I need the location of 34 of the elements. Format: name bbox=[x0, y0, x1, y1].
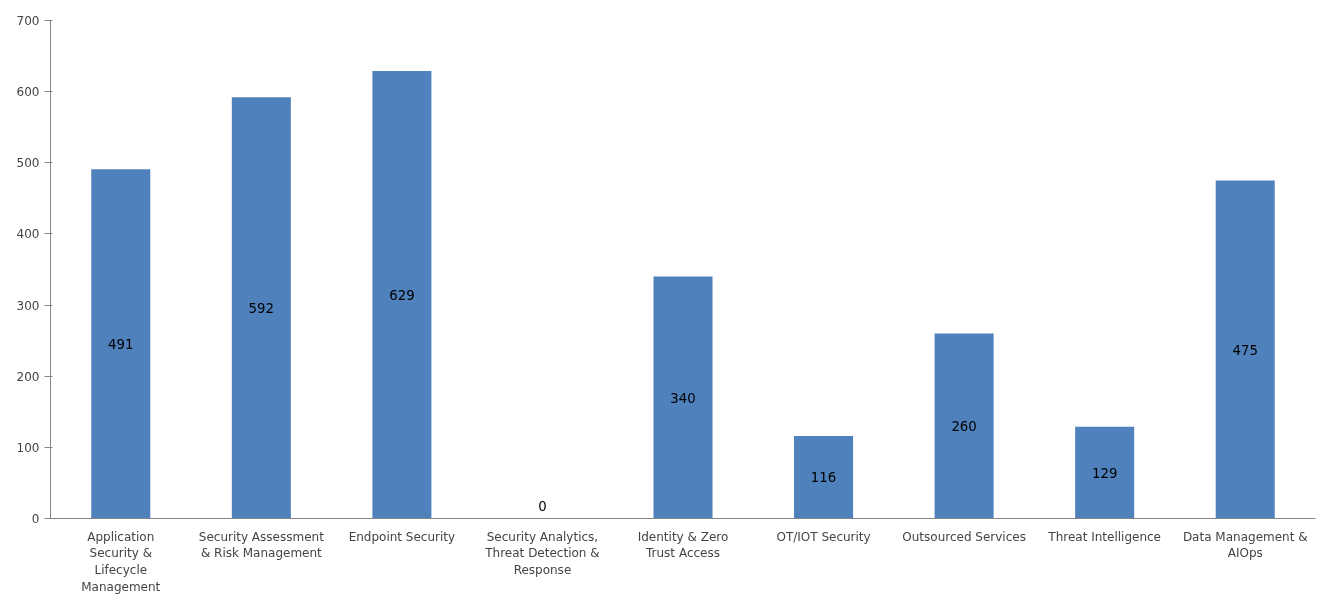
bar bbox=[372, 71, 432, 519]
data-label: 0 bbox=[538, 498, 547, 514]
x-tick-label: Security Assessment & Risk Management bbox=[198, 529, 325, 561]
data-label: 592 bbox=[248, 300, 275, 316]
data-label: 491 bbox=[108, 336, 134, 352]
x-tick-label: Endpoint Security bbox=[348, 529, 456, 544]
data-label: 629 bbox=[389, 287, 415, 303]
y-tick-label: 100 bbox=[16, 440, 40, 455]
y-tick-label: 700 bbox=[16, 14, 40, 28]
data-label: 129 bbox=[1091, 465, 1118, 481]
bar bbox=[91, 169, 151, 519]
bar bbox=[1215, 180, 1275, 519]
x-tick-label: Data Management & AIOps bbox=[1182, 529, 1308, 561]
x-tick-label: Security Analytics, Threat Detection & Response bbox=[484, 529, 600, 578]
y-tick-label: 300 bbox=[16, 298, 40, 313]
bar bbox=[653, 276, 713, 519]
data-label: 260 bbox=[951, 419, 977, 435]
data-label: 475 bbox=[1232, 342, 1258, 358]
x-tick-label: OT/IOT Security bbox=[776, 529, 871, 544]
y-tick-label: 0 bbox=[31, 512, 40, 526]
y-tick-label: 200 bbox=[16, 369, 40, 384]
x-tick-label: Threat Intelligence bbox=[1047, 529, 1162, 544]
data-label: 340 bbox=[670, 390, 696, 406]
x-tick-label: Outsourced Services bbox=[902, 529, 1026, 544]
bar bbox=[794, 435, 854, 519]
x-tick-label: Identity & Zero Trust Access bbox=[637, 529, 729, 561]
y-tick-label: 500 bbox=[16, 156, 40, 171]
bar bbox=[1075, 426, 1135, 519]
data-label: 116 bbox=[810, 470, 837, 486]
y-tick-label: 400 bbox=[16, 227, 40, 242]
bar bbox=[231, 97, 291, 519]
y-tick-label: 600 bbox=[16, 85, 40, 100]
x-tick-label: Application Security & Lifecycle Management bbox=[81, 529, 161, 594]
bar bbox=[934, 333, 994, 519]
